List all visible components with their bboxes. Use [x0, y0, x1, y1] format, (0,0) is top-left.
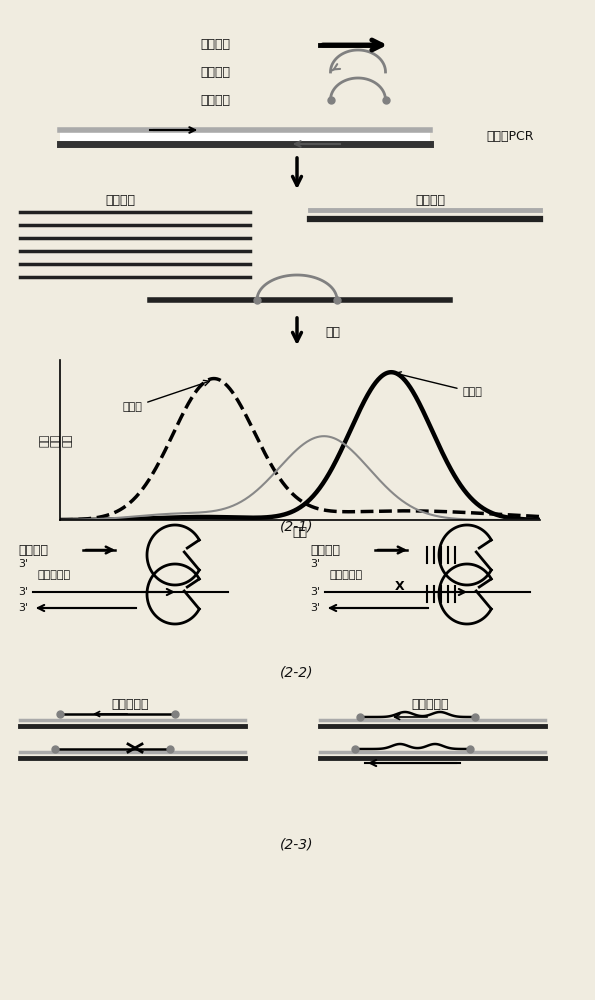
- Text: 3': 3': [310, 587, 320, 597]
- X-axis label: 温度: 温度: [293, 526, 308, 539]
- Text: 非对称PCR: 非对称PCR: [486, 130, 534, 143]
- Text: 熔解: 熔解: [325, 326, 340, 338]
- Text: 3': 3': [18, 587, 28, 597]
- Text: 上游引物: 上游引物: [18, 544, 48, 556]
- Text: 3': 3': [310, 559, 320, 569]
- Text: (2-1): (2-1): [280, 520, 314, 534]
- Text: 突变型模板: 突变型模板: [38, 570, 71, 580]
- Text: 熔解峰: 熔解峰: [123, 380, 209, 412]
- Text: 野生型模板: 野生型模板: [111, 698, 149, 712]
- Text: 3': 3': [18, 559, 28, 569]
- Text: 单链产物: 单链产物: [105, 194, 135, 207]
- Text: 上游引物: 上游引物: [200, 38, 230, 51]
- Text: 上游引物: 上游引物: [310, 544, 340, 556]
- Text: 3': 3': [310, 603, 320, 613]
- Text: 3': 3': [18, 603, 28, 613]
- Text: 熔解峰: 熔解峰: [396, 372, 483, 397]
- Bar: [60, 128, 430, 146]
- Text: (2-2): (2-2): [280, 665, 314, 679]
- Text: 分子信标: 分子信标: [200, 94, 230, 106]
- Text: (2-3): (2-3): [280, 838, 314, 852]
- Text: 野生型模板: 野生型模板: [330, 570, 363, 580]
- Text: X: X: [395, 580, 405, 592]
- Text: 下游引物: 下游引物: [200, 66, 230, 79]
- Y-axis label: 荧光
变化
速率: 荧光 变化 速率: [39, 433, 73, 447]
- Text: 突变型模板: 突变型模板: [411, 698, 449, 712]
- Text: 双链产物: 双链产物: [415, 194, 445, 207]
